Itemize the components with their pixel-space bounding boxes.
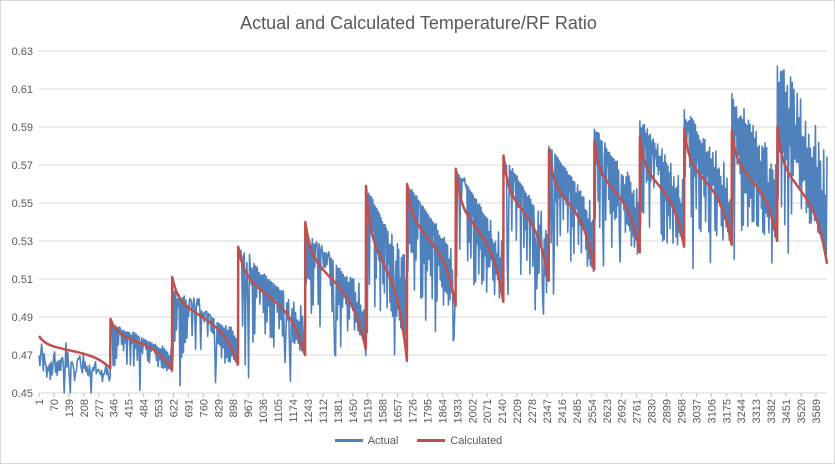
y-tick-label: 0.47 — [12, 350, 33, 362]
legend-item-calculated: Calculated — [417, 435, 502, 447]
x-tick-label: 70 — [49, 399, 61, 411]
x-tick-label: 3520 — [796, 399, 808, 423]
y-tick-label: 0.53 — [12, 236, 33, 248]
chart-legend: Actual Calculated — [1, 433, 835, 447]
legend-item-actual: Actual — [334, 434, 399, 447]
x-tick-label: 3451 — [781, 399, 793, 423]
legend-label-actual: Actual — [367, 434, 399, 447]
x-tick-label: 2209 — [512, 399, 524, 423]
x-tick-label: 829 — [213, 399, 225, 417]
chart-title: Actual and Calculated Temperature/RF Rat… — [240, 13, 597, 33]
x-tick-label: 2140 — [497, 399, 509, 423]
y-tick-label: 0.55 — [12, 198, 33, 210]
y-tick-label: 0.61 — [12, 84, 33, 96]
series-line-calculated — [37, 125, 829, 372]
x-tick-label: 2485 — [572, 399, 584, 423]
x-tick-label: 3244 — [736, 399, 748, 423]
x-tick-label: 2899 — [662, 399, 674, 423]
x-tick-label: 415 — [124, 399, 136, 417]
y-tick-label: 0.59 — [12, 122, 33, 134]
x-tick-label: 2071 — [482, 399, 494, 423]
x-tick-label: 1657 — [393, 399, 405, 423]
x-tick-label: 1105 — [273, 399, 285, 423]
x-tick-label: 2830 — [647, 399, 659, 423]
x-tick-label: 622 — [168, 399, 180, 417]
y-tick-label: 0.57 — [12, 160, 33, 172]
x-tick-label: 691 — [183, 399, 195, 417]
y-tick-label: 0.49 — [12, 312, 33, 324]
x-tick-label: 760 — [198, 399, 210, 417]
x-tick-label: 2278 — [527, 399, 539, 423]
x-tick-label: 1 — [34, 399, 46, 405]
x-tick-label: 1312 — [318, 399, 330, 423]
x-tick-label: 484 — [139, 399, 151, 417]
y-tick-label: 0.45 — [12, 388, 33, 400]
x-tick-label: 2347 — [542, 399, 554, 423]
x-tick-label: 1174 — [288, 399, 300, 423]
x-tick-label: 1726 — [408, 399, 420, 423]
x-tick-label: 346 — [109, 399, 121, 417]
y-tick-label: 0.63 — [12, 46, 33, 58]
series-line-actual — [38, 65, 828, 394]
x-tick-label: 2554 — [587, 399, 599, 423]
x-tick-label: 1036 — [258, 399, 270, 423]
x-tick-label: 208 — [79, 399, 91, 417]
legend-swatch-calculated — [417, 439, 446, 442]
x-tick-label: 2692 — [617, 399, 629, 423]
x-tick-label: 3106 — [706, 399, 718, 423]
x-tick-label: 1519 — [363, 399, 375, 423]
x-tick-label: 3382 — [766, 399, 778, 423]
x-tick-label: 2416 — [557, 399, 569, 423]
x-tick-label: 1243 — [303, 399, 315, 423]
x-tick-label: 898 — [228, 399, 240, 417]
x-tick-label: 1381 — [333, 399, 345, 423]
x-tick-label: 2968 — [676, 399, 688, 423]
x-tick-label: 1450 — [348, 399, 360, 423]
legend-swatch-actual — [334, 439, 363, 442]
x-tick-label: 553 — [154, 399, 166, 417]
x-tick-label: 967 — [243, 399, 255, 417]
x-tick-label: 1864 — [437, 399, 449, 423]
x-tick-label: 3037 — [691, 399, 703, 423]
legend-label-calculated: Calculated — [450, 434, 503, 447]
x-tick-label: 1795 — [422, 399, 434, 423]
x-tick-label: 3313 — [751, 399, 763, 423]
y-tick-label: 0.51 — [12, 274, 33, 286]
x-tick-label: 277 — [94, 399, 106, 417]
x-tick-label: 139 — [64, 399, 76, 417]
x-tick-label: 3589 — [811, 399, 823, 423]
x-tick-label: 3175 — [721, 399, 733, 423]
x-tick-label: 2761 — [632, 399, 644, 423]
x-tick-label: 1588 — [378, 399, 390, 423]
x-tick-label: 2002 — [467, 399, 479, 423]
x-tick-label: 2623 — [602, 399, 614, 423]
x-tick-label: 1933 — [452, 399, 464, 423]
